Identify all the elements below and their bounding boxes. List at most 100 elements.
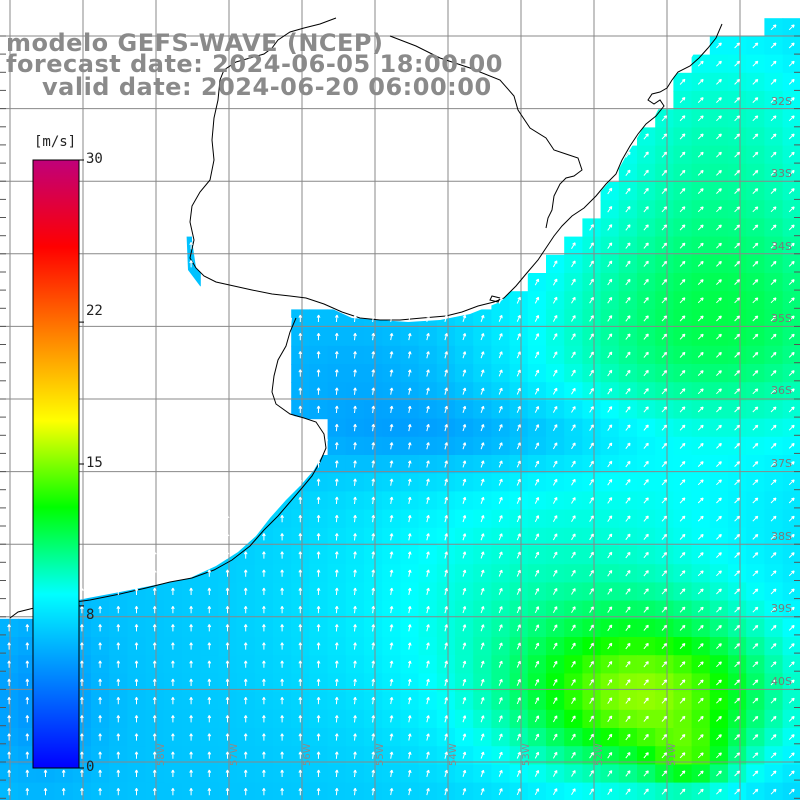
wind-vector-arrow xyxy=(80,624,84,632)
wind-vector-arrow xyxy=(480,624,485,632)
wind-vector-arrow xyxy=(661,297,668,304)
wind-vector-arrow xyxy=(207,624,212,632)
wind-vector-arrow xyxy=(552,606,558,614)
wind-vector-arrow xyxy=(679,661,686,668)
wind-vector-arrow xyxy=(697,133,704,140)
wind-vector-arrow xyxy=(661,552,668,559)
wind-vector-arrow xyxy=(552,624,558,632)
wind-vector-arrow xyxy=(171,751,175,759)
wind-vector-arrow xyxy=(462,496,467,504)
wind-vector-arrow xyxy=(734,734,741,740)
wind-vector-arrow xyxy=(134,587,139,595)
wind-vector-arrow xyxy=(716,151,722,158)
wind-vector-arrow xyxy=(571,406,576,413)
wind-vector-arrow xyxy=(353,569,357,577)
wind-vector-arrow xyxy=(426,733,430,741)
wind-vector-arrow xyxy=(353,733,357,741)
wind-vector-arrow xyxy=(625,315,631,322)
wind-vector-arrow xyxy=(498,387,503,395)
colorbar-unit: [m/s] xyxy=(34,134,77,150)
wind-vector-arrow xyxy=(498,660,503,668)
wind-vector-arrow xyxy=(679,588,686,595)
wind-vector-arrow xyxy=(770,570,777,577)
wind-vector-arrow xyxy=(552,678,558,686)
wind-vector-arrow xyxy=(80,751,84,759)
wind-vector-arrow xyxy=(607,751,613,759)
wind-vector-arrow xyxy=(316,733,321,741)
wind-vector-arrow xyxy=(444,551,448,559)
wind-vector-arrow xyxy=(770,260,777,267)
wind-vector-arrow xyxy=(697,224,704,231)
wind-vector-arrow xyxy=(316,660,321,668)
wind-vector-arrow xyxy=(189,787,193,796)
wind-vector-arrow xyxy=(298,642,303,650)
wind-vector-arrow xyxy=(679,315,686,322)
wind-vector-arrow xyxy=(152,624,157,632)
wind-vector-arrow xyxy=(371,605,376,614)
wind-vector-arrow xyxy=(770,115,777,122)
wind-vector-arrow xyxy=(752,115,759,122)
wind-vector-arrow xyxy=(643,642,649,650)
wind-vector-arrow xyxy=(571,478,576,486)
wind-vector-arrow xyxy=(280,514,284,523)
wind-vector-arrow xyxy=(571,624,576,632)
wind-vector-arrow xyxy=(316,624,321,632)
wind-vector-arrow xyxy=(625,333,631,340)
wind-vector-arrow xyxy=(534,296,540,304)
wind-vector-arrow xyxy=(643,570,649,577)
wind-vector-arrow xyxy=(389,587,394,595)
wind-vector-arrow xyxy=(643,697,649,704)
wind-vector-arrow xyxy=(334,332,339,341)
wind-vector-arrow xyxy=(589,296,594,304)
wind-vector-arrow xyxy=(353,405,357,414)
wind-vector-arrow xyxy=(697,788,704,795)
wind-vector-arrow xyxy=(7,678,11,686)
wind-vector-arrow xyxy=(697,188,704,194)
wind-vector-arrow xyxy=(679,497,686,504)
wind-vector-arrow xyxy=(207,715,212,723)
wind-vector-arrow xyxy=(444,496,448,505)
wind-vector-arrow xyxy=(262,769,266,777)
colorbar-tick-label: 22 xyxy=(86,303,103,319)
wind-vector-arrow xyxy=(716,260,722,267)
wind-vector-arrow xyxy=(752,679,759,686)
wind-vector-arrow xyxy=(189,533,193,541)
wind-vector-arrow xyxy=(225,569,230,577)
wind-vector-arrow xyxy=(679,752,686,759)
wind-vector-arrow xyxy=(407,369,412,377)
wind-vector-arrow xyxy=(80,769,84,777)
wind-vector-arrow xyxy=(262,624,266,632)
wind-vector-arrow xyxy=(643,278,649,286)
wind-vector-arrow xyxy=(734,206,741,213)
wind-vector-arrow xyxy=(298,660,303,668)
wind-vector-arrow xyxy=(607,205,613,213)
wind-vector-arrow xyxy=(480,587,485,595)
wind-vector-arrow xyxy=(716,206,722,213)
wind-vector-arrow xyxy=(770,552,777,558)
wind-vector-arrow xyxy=(607,460,613,468)
wind-vector-arrow xyxy=(697,442,704,449)
wind-vector-arrow xyxy=(316,405,321,414)
wind-vector-arrow xyxy=(444,751,448,759)
wind-vector-arrow xyxy=(679,424,686,431)
wind-vector-arrow xyxy=(462,351,467,359)
wind-vector-arrow xyxy=(280,569,284,577)
wind-vector-arrow xyxy=(43,787,48,796)
wind-vector-arrow xyxy=(661,679,668,686)
wind-vector-arrow xyxy=(334,769,339,778)
wind-vector-arrow xyxy=(788,60,795,67)
lon-label: 53W xyxy=(521,743,532,766)
wind-vector-arrow xyxy=(171,551,175,559)
wind-vector-arrow xyxy=(552,369,558,377)
wind-vector-arrow xyxy=(661,570,668,577)
wind-vector-arrow xyxy=(98,605,102,614)
wind-vector-arrow xyxy=(697,78,704,85)
wind-vector-arrow xyxy=(552,660,558,668)
wind-vector-arrow xyxy=(679,461,686,468)
wind-vector-arrow xyxy=(407,332,412,341)
wind-vector-arrow xyxy=(462,769,467,777)
wind-vector-arrow xyxy=(207,551,212,559)
wind-vector-arrow xyxy=(462,387,467,395)
wind-vector-arrow xyxy=(770,624,777,631)
wind-vector-arrow xyxy=(426,787,430,796)
